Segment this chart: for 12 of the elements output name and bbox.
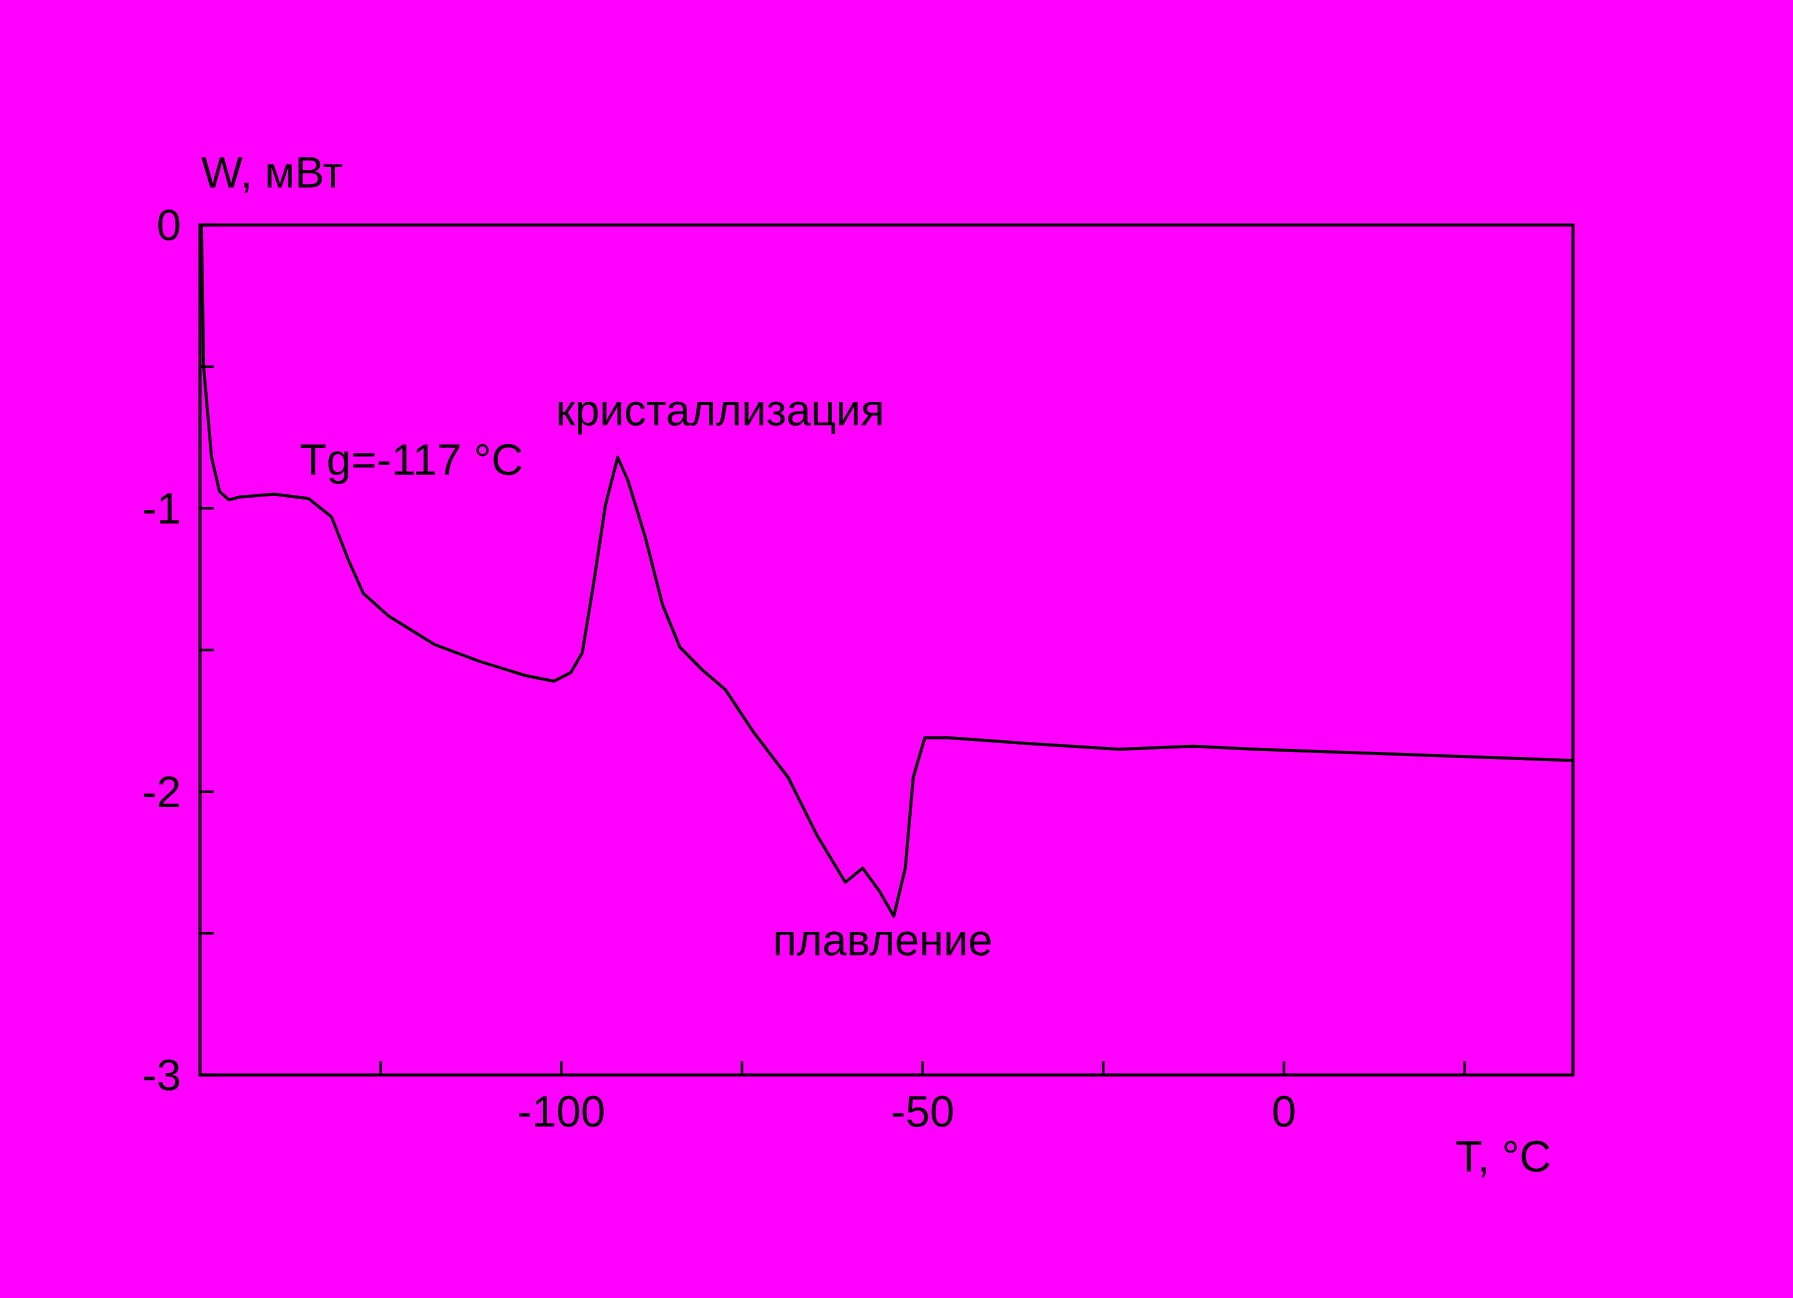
x-tick-label: 0: [1273, 1095, 1295, 1128]
y-tick-label: -3: [143, 1059, 180, 1091]
x-tick-label: -50: [892, 1095, 953, 1128]
x-axis-title: T, °C: [1456, 1140, 1550, 1178]
annotation: Tg=-117 °C: [300, 444, 522, 484]
y-tick-label: -2: [143, 776, 179, 808]
y-tick-label: -1: [143, 493, 179, 524]
annotation: плавление: [775, 931, 991, 956]
y-tick-label: 0: [158, 209, 180, 241]
annotation: кристаллизация: [558, 401, 882, 435]
y-axis-title: W, мВт: [201, 157, 343, 194]
x-tick-label: -100: [519, 1095, 604, 1128]
